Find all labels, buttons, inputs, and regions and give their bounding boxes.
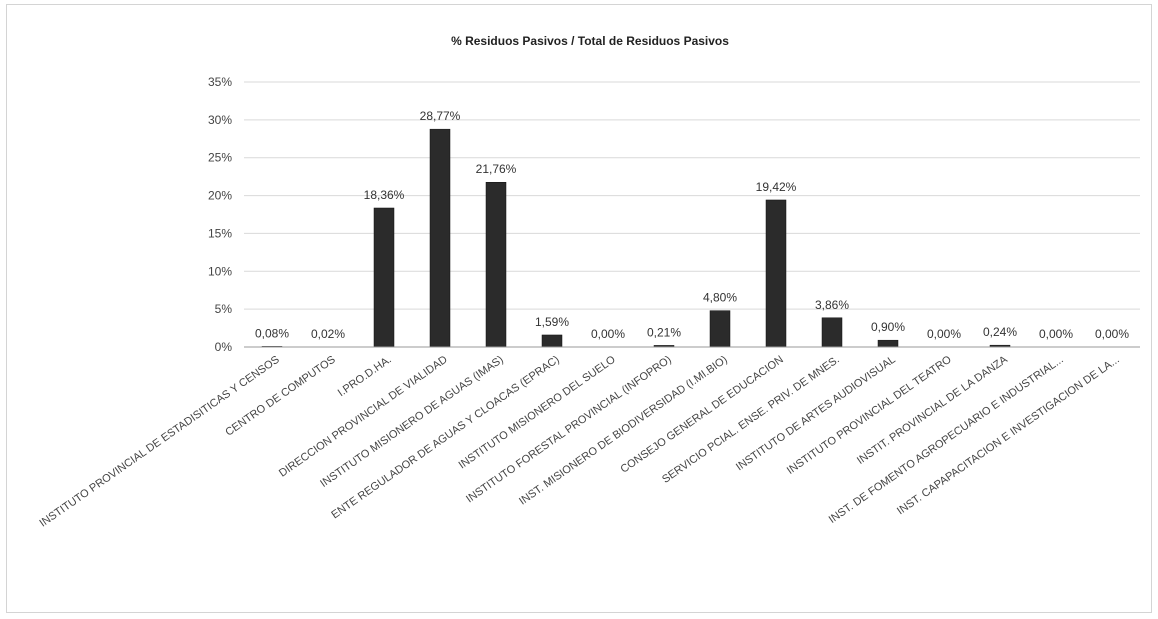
y-tick-label: 10% (208, 264, 232, 278)
x-tick-label: INSTITUTO PROVINCIAL DE ESTADISITICAS Y … (38, 354, 282, 530)
data-label: 21,76% (476, 162, 517, 176)
x-tick-label: CENTRO DE COMPUTOS (223, 354, 337, 439)
data-label: 4,80% (703, 291, 737, 305)
data-label: 28,77% (420, 109, 461, 123)
bar (765, 199, 787, 348)
chart-title: % Residuos Pasivos / Total de Residuos P… (451, 34, 729, 48)
bar (541, 334, 563, 348)
bar (877, 339, 899, 348)
bar (821, 317, 843, 348)
data-label: 0,00% (1095, 327, 1129, 341)
data-label: 3,86% (815, 298, 849, 312)
y-axis-ticks: 0% 5% 10% 15% 20% 25% 30% 35% (208, 75, 232, 354)
data-label: 0,00% (1039, 327, 1073, 341)
data-labels: 0,08% 0,02% 18,36% 28,77% 21,76% 1,59% 0,00% 0,… (255, 109, 1129, 341)
data-label: 1,59% (535, 315, 569, 329)
data-label: 0,24% (983, 325, 1017, 339)
y-tick-label: 30% (208, 113, 232, 127)
bar (709, 310, 731, 348)
bar (429, 128, 451, 348)
x-axis-ticks: INSTITUTO PROVINCIAL DE ESTADISITICAS Y … (38, 353, 1122, 529)
y-tick-label: 5% (215, 302, 233, 316)
data-label: 0,00% (927, 327, 961, 341)
chart-frame (6, 4, 1152, 613)
y-tick-label: 20% (208, 189, 232, 203)
x-tick-label: INST. MISIONERO DE BIODIVERSIDAD (I.MI.B… (517, 354, 730, 508)
bar (373, 207, 395, 348)
data-label: 0,00% (591, 327, 625, 341)
data-label: 18,36% (364, 188, 405, 202)
data-label: 0,02% (311, 327, 345, 341)
data-label: 0,21% (647, 325, 681, 339)
bars (261, 128, 1011, 348)
data-label: 0,90% (871, 320, 905, 334)
data-label: 0,08% (255, 326, 289, 340)
data-label: 19,42% (756, 180, 797, 194)
x-tick-label: I.PRO.D.HA. (336, 354, 394, 400)
x-tick-label: INSTITUTO FORESTAL PROVINCIAL (INFOPRO) (464, 354, 674, 506)
y-tick-label: 35% (208, 75, 232, 89)
y-tick-label: 25% (208, 151, 232, 165)
bar (485, 181, 507, 348)
y-tick-label: 0% (215, 340, 233, 354)
y-tick-label: 15% (208, 226, 232, 240)
